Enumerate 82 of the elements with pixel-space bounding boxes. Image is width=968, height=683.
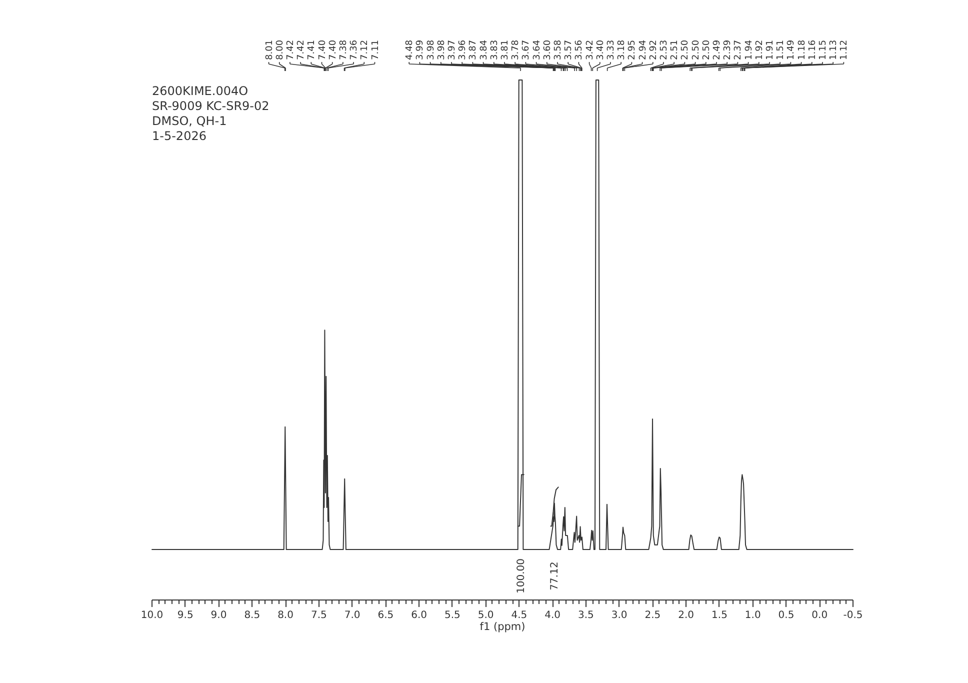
x-tick-label: 2.5	[644, 610, 661, 621]
x-tick-label: 2.0	[678, 610, 694, 621]
annotation: 2.37	[734, 40, 744, 60]
x-tick-label: 7.5	[310, 610, 327, 621]
x-tick-label: 1.5	[712, 610, 728, 621]
annotation: 7.12	[360, 40, 370, 60]
x-axis-title: f1 (ppm)	[480, 621, 526, 633]
annotation: 2.92	[648, 40, 659, 60]
annotation: 3.96	[458, 40, 468, 60]
x-tick-label: 9.5	[177, 610, 194, 621]
annotation: 2600KIME.004O	[152, 84, 248, 98]
x-tick-label: 7.0	[344, 610, 360, 621]
annotation: 1.18	[797, 40, 808, 60]
annotation: 8.01	[264, 40, 275, 60]
x-tick-label: 3.0	[611, 610, 628, 621]
x-tick-label: 8.0	[278, 610, 294, 621]
annotation: 1.16	[808, 40, 818, 60]
x-tick-label: 5.0	[478, 610, 494, 621]
x-tick-label: 5.5	[444, 610, 460, 621]
annotation: 3.60	[542, 40, 553, 60]
annotation: 2.53	[660, 40, 670, 60]
annotation: 3.98	[426, 40, 436, 60]
annotation: 3.97	[448, 40, 458, 60]
annotation: 1.92	[754, 40, 765, 60]
text: 100.00	[516, 558, 527, 594]
annotation: 3.83	[490, 40, 500, 60]
annotation: 7.11	[370, 40, 381, 60]
annotation: SR-9009 KC-SR9-02	[152, 99, 270, 113]
annotation: 3.84	[479, 40, 490, 60]
text: 77.12	[550, 562, 561, 590]
annotation: 1.12	[840, 40, 850, 60]
annotation: 3.78	[511, 40, 522, 60]
annotation: 1.15	[818, 40, 829, 60]
annotation: 3.56	[574, 40, 585, 60]
x-tick-label: 0.5	[778, 610, 794, 621]
annotation: 2.51	[670, 40, 680, 60]
annotation: 2.49	[712, 40, 723, 60]
annotation: 3.98	[436, 40, 447, 60]
annotation: 1.51	[776, 40, 786, 60]
annotation: 3.87	[468, 40, 479, 60]
x-tick-label: 6.5	[378, 610, 394, 621]
annotation: 1.91	[766, 40, 776, 60]
annotation: 7.40	[318, 40, 328, 60]
annotation: 2.50	[680, 40, 691, 60]
annotation: 3.33	[606, 40, 617, 60]
annotation: 3.42	[585, 40, 596, 60]
annotation: 2.94	[638, 40, 648, 60]
annotation: 2.50	[691, 40, 702, 60]
annotation: 7.42	[296, 40, 307, 60]
annotation: 7.36	[350, 40, 360, 60]
annotation: 1.49	[786, 40, 797, 60]
annotation: 3.57	[564, 40, 574, 60]
annotation: 7.40	[328, 40, 338, 60]
annotation: 7.41	[307, 40, 318, 60]
annotation: 3.18	[617, 40, 628, 60]
annotation: 3.67	[522, 40, 532, 60]
x-tick-label: 10.0	[140, 610, 164, 621]
annotation: 2.39	[723, 40, 734, 60]
x-tick-label: 4.5	[511, 610, 528, 621]
annotation: DMSO, QH-1	[152, 114, 227, 128]
x-tick-label: -0.5	[843, 610, 863, 621]
annotation: 1-5-2026	[152, 129, 206, 143]
x-tick-label: 1.0	[744, 610, 761, 621]
annotation: 7.38	[338, 40, 349, 60]
annotation: 3.81	[500, 40, 511, 60]
annotation: 4.48	[405, 40, 416, 60]
x-tick-label: 6.0	[411, 610, 427, 621]
annotation: 1.13	[829, 40, 840, 60]
annotation: 3.99	[416, 40, 426, 60]
annotation: 3.58	[554, 40, 564, 60]
annotation: 8.00	[275, 40, 286, 60]
annotation: 3.64	[532, 40, 542, 60]
annotation: 3.40	[596, 40, 606, 60]
annotation: 1.94	[744, 40, 754, 60]
x-tick-label: 9.0	[210, 610, 227, 621]
x-tick-label: 3.5	[578, 610, 594, 621]
x-tick-label: 0.0	[812, 610, 828, 621]
x-tick-label: 4.0	[544, 610, 561, 621]
x-tick-label: 8.5	[244, 610, 260, 621]
annotation: 7.42	[286, 40, 296, 60]
annotation: 2.50	[702, 40, 712, 60]
annotation: 2.95	[628, 40, 638, 60]
